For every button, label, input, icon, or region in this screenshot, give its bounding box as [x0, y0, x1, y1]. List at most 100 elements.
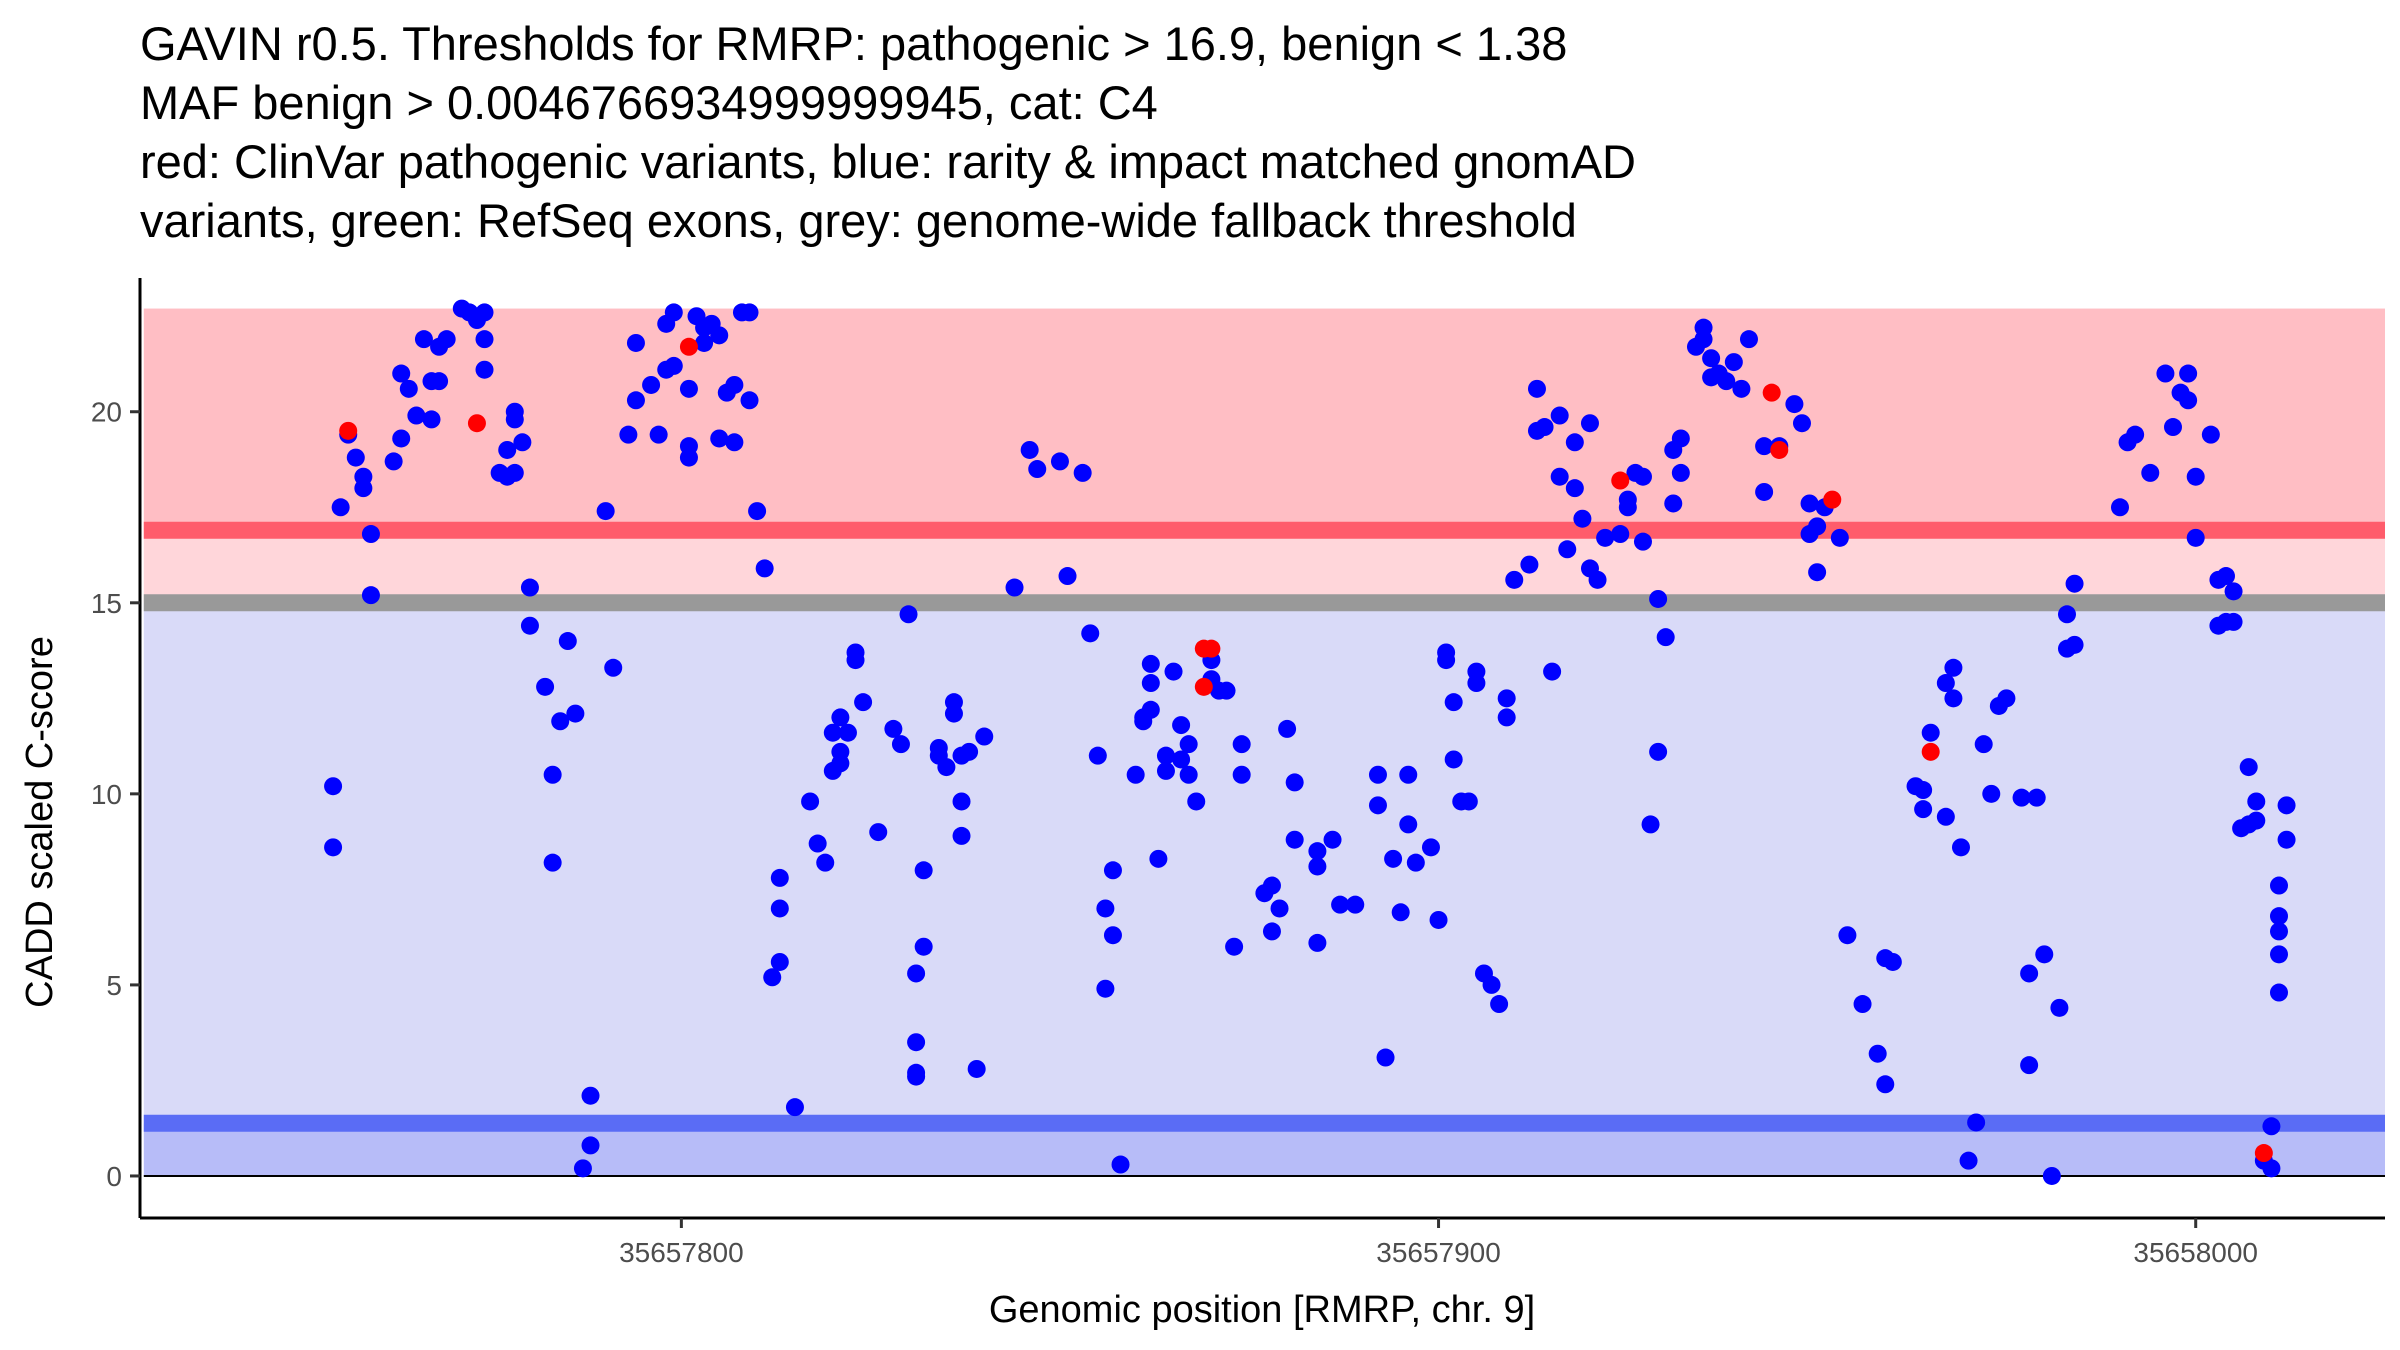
gnomad-point-78	[808, 834, 827, 853]
chart-title: GAVIN r0.5. Thresholds for RMRP: pathoge…	[140, 14, 2380, 250]
gnomad-point-173	[1459, 792, 1478, 811]
gnomad-point-34	[520, 616, 539, 635]
gnomad-point-65	[725, 375, 744, 394]
gnomad-point-157	[1346, 895, 1365, 914]
gnomad-point-284	[2239, 758, 2258, 777]
gnomad-point-112	[1028, 460, 1047, 479]
gnomad-point-195	[1588, 570, 1607, 589]
gnomad-point-116	[1081, 624, 1100, 643]
gnomad-point-162	[1391, 903, 1410, 922]
gnomad-point-103	[944, 704, 963, 723]
gnomad-point-106	[952, 826, 971, 845]
gnomad-point-185	[1535, 418, 1554, 437]
gnomad-point-148	[1270, 899, 1289, 918]
gnomad-point-192	[1573, 509, 1592, 528]
y-tick-label-10: 10	[91, 779, 122, 810]
gnomad-point-109	[975, 727, 994, 746]
gnomad-point-252	[1997, 689, 2016, 708]
gnomad-point-122	[1111, 1155, 1130, 1174]
gnomad-point-237	[1883, 952, 1902, 971]
gnomad-point-253	[2012, 788, 2031, 807]
gnomad-point-73	[770, 868, 789, 887]
clinvar-point-0	[339, 421, 358, 440]
gnomad-point-161	[1384, 849, 1403, 868]
gnomad-point-33	[520, 578, 539, 597]
gnomad-point-0	[324, 777, 343, 796]
gnomad-point-190	[1565, 479, 1584, 498]
gnomad-point-117	[1088, 746, 1107, 765]
threshold-bands	[143, 308, 2385, 1177]
gnomad-point-54	[664, 356, 683, 375]
gnomad-point-206	[1656, 628, 1675, 647]
gnomad-point-47	[626, 333, 645, 352]
gnomad-point-281	[2224, 612, 2243, 631]
gnomad-point-41	[573, 1159, 592, 1178]
gnomad-point-92	[899, 605, 918, 624]
gnomad-point-143	[1232, 735, 1251, 754]
gnomad-point-68	[740, 303, 759, 322]
gnomad-point-274	[2186, 528, 2205, 547]
gnomad-point-248	[1967, 1113, 1986, 1132]
gnomad-point-179	[1497, 708, 1516, 727]
gnomad-point-44	[596, 502, 615, 521]
gnomad-point-217	[1717, 372, 1736, 391]
gnomad-point-201	[1633, 532, 1652, 551]
gnomad-point-107	[960, 742, 979, 761]
gnomad-point-151	[1285, 830, 1304, 849]
gnomad-point-100	[929, 739, 948, 757]
gnomad-point-6	[354, 467, 373, 486]
y-tick-label-0: 0	[106, 1161, 122, 1192]
gnomad-point-39	[558, 632, 577, 651]
gnomad-point-221	[1755, 437, 1774, 456]
gnomad-point-191	[1565, 433, 1584, 452]
gnomad-point-160	[1376, 1048, 1395, 1067]
benign-zone	[143, 602, 2385, 1124]
gnomad-point-23	[475, 303, 494, 322]
gnomad-point-182	[1520, 555, 1539, 574]
gnomad-point-235	[1876, 1075, 1895, 1094]
gnomad-point-1	[324, 838, 343, 857]
gnomad-point-142	[1225, 937, 1244, 956]
gnomad-point-108	[967, 1059, 986, 1078]
gnomad-point-60	[695, 333, 714, 352]
gnomad-point-280	[2224, 582, 2243, 601]
gnomad-point-267	[2141, 463, 2160, 482]
gnomad-point-266	[2126, 425, 2145, 444]
gnomad-point-175	[1467, 662, 1486, 681]
clinvar-point-5	[1202, 639, 1221, 658]
gnomad-point-37	[543, 853, 562, 872]
gnomad-point-98	[914, 937, 933, 956]
gnomad-point-130	[1156, 746, 1175, 765]
gnomad-point-135	[1179, 735, 1198, 754]
y-tick-label-20: 20	[91, 397, 122, 428]
gnomad-point-8	[361, 586, 380, 605]
gnomad-point-247	[1959, 1151, 1978, 1170]
data-points	[324, 299, 2296, 1185]
gnomad-point-17	[430, 372, 449, 391]
gnomad-point-169	[1437, 651, 1456, 670]
gnomad-point-204	[1649, 589, 1668, 608]
gnomad-point-127	[1141, 700, 1160, 719]
gnomad-point-293	[2269, 945, 2288, 964]
gnomad-point-19	[437, 330, 456, 349]
gnomad-point-171	[1444, 750, 1463, 769]
gnomad-point-240	[1914, 781, 1933, 800]
gnomad-point-263	[2065, 574, 2084, 593]
gnomad-point-134	[1172, 750, 1191, 769]
gnomad-point-233	[1853, 995, 1872, 1014]
gnomad-point-246	[1951, 838, 1970, 857]
gnomad-point-218	[1724, 353, 1743, 372]
gnomad-point-197	[1611, 525, 1630, 544]
gnomad-point-158	[1368, 765, 1387, 784]
clinvar-point-1	[467, 414, 486, 433]
gnomad-point-30	[505, 402, 524, 421]
gnomad-point-213	[1694, 330, 1713, 349]
gnomad-point-278	[2216, 567, 2235, 586]
gnomad-point-214	[1702, 349, 1721, 368]
y-tick-label-15: 15	[91, 588, 122, 619]
gnomad-point-32	[513, 433, 532, 452]
gnomad-point-87	[846, 651, 865, 670]
x-tick-label-2: 35658000	[2133, 1237, 2258, 1268]
gnomad-point-88	[854, 693, 873, 712]
gnomad-point-82	[831, 708, 850, 727]
